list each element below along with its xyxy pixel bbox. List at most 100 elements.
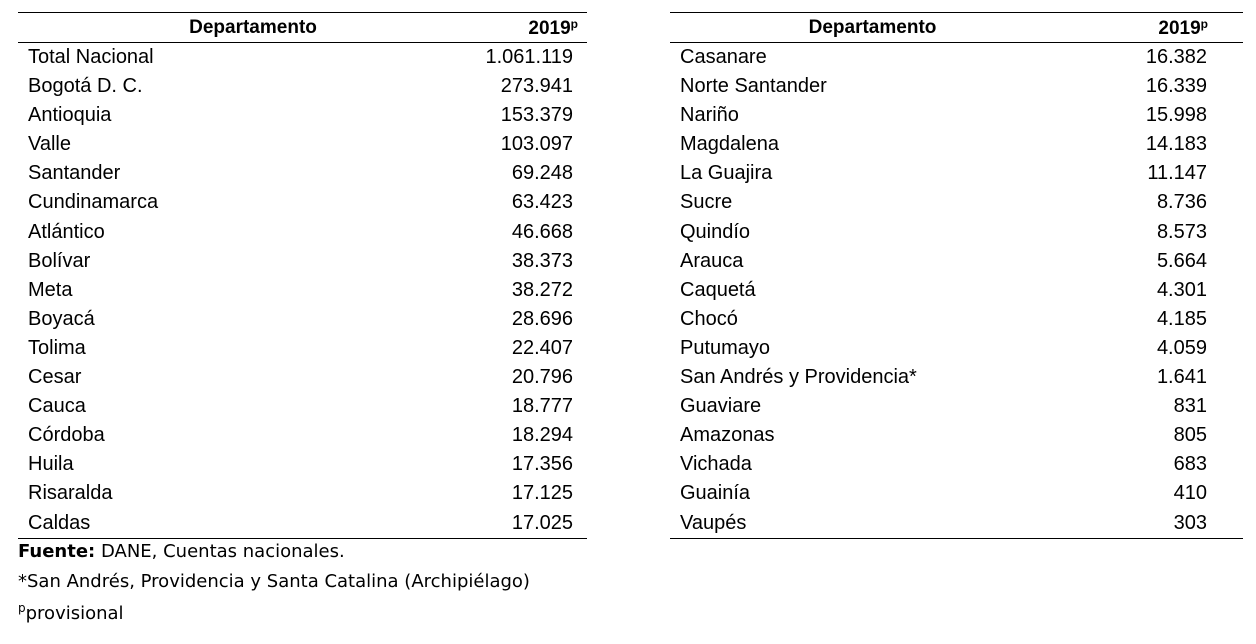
table-body: Total Nacional 1.061.119 Bogotá D. C. 273.9… [18,43,587,538]
department-name: Bogotá D. C. [28,75,143,98]
department-value: 17.025 [511,511,573,534]
department-value: 63.423 [511,191,573,214]
department-value: 38.373 [511,249,573,272]
department-value: 22.407 [511,336,573,359]
table-row: Total Nacional 1.061.119 [18,43,587,72]
department-value: 18.294 [511,424,573,447]
department-name: Risaralda [28,482,113,505]
department-value: 46.668 [511,220,573,243]
table-row: Vaupés 303 [670,509,1243,538]
table-row: Valle 103.097 [18,130,587,159]
table-row: Vichada 683 [670,450,1243,479]
department-value: 69.248 [511,162,573,185]
department-value: 38.272 [511,278,573,301]
table-row: Guaviare 831 [670,392,1243,421]
provisional-note: pprovisional [18,601,124,624]
department-value: 4.185 [1156,307,1207,330]
department-value: 16.339 [1145,75,1207,98]
table-row: Cauca 18.777 [18,392,587,421]
department-name: San Andrés y Providencia* [680,366,917,389]
table-row: Norte Santander 16.339 [670,72,1243,101]
department-name: Vichada [680,453,752,476]
department-name: Atlántico [28,220,105,243]
department-value: 153.379 [500,104,573,127]
department-name: Valle [28,133,71,156]
department-value: 1.641 [1156,366,1207,389]
table-row: Putumayo 4.059 [670,334,1243,363]
table-row: Sucre 8.736 [670,188,1243,217]
department-name: Quindío [680,220,751,243]
header-year-text: 2019 [1158,18,1201,39]
department-name: Boyacá [28,307,95,330]
department-name: Vaupés [680,511,747,534]
department-value: 5.664 [1156,249,1207,272]
table-row: Caquetá 4.301 [670,276,1243,305]
table-row: Atlántico 46.668 [18,218,587,247]
table-row: Huila 17.356 [18,450,587,479]
table-row: Cesar 20.796 [18,363,587,392]
department-value: 11.147 [1147,162,1207,185]
table-right: Departamento 2019p Casanare 16.382 Norte S… [670,12,1243,539]
table-row: Arauca 5.664 [670,247,1243,276]
table-header: Departamento 2019p [18,13,587,43]
source-label: Fuente: [18,541,96,562]
department-name: Arauca [680,249,744,272]
department-name: Total Nacional [28,46,154,68]
department-name: Cauca [28,395,86,418]
department-name: Meta [28,278,73,301]
department-name: Huila [28,453,74,476]
source-note: Fuente: DANE, Cuentas nacionales. [18,541,345,562]
department-name: Chocó [680,307,738,330]
provisional-text: provisional [25,603,124,624]
department-value: 15.998 [1145,104,1207,127]
table-row: Casanare 16.382 [670,43,1243,72]
header-year: 2019p [1158,17,1208,40]
department-value: 1.061.119 [485,46,574,68]
department-name: Guainía [680,482,751,505]
table-left: Departamento 2019p Total Nacional 1.061.1… [18,12,587,539]
department-value: 303 [1173,511,1207,534]
header-year: 2019p [528,17,578,40]
table-row: Meta 38.272 [18,276,587,305]
department-value: 16.382 [1145,46,1207,68]
department-name: Nariño [680,104,739,127]
table-row: Bolívar 38.373 [18,247,587,276]
department-name: Caquetá [680,278,756,301]
asterisk-note: *San Andrés, Providencia y Santa Catalin… [18,571,530,592]
provisional-sup: p [18,601,26,615]
department-value: 8.573 [1156,220,1207,243]
table-row: Amazonas 805 [670,421,1243,450]
department-name: Sucre [680,191,733,214]
table-row: Cundinamarca 63.423 [18,188,587,217]
department-name: Antioquia [28,104,112,127]
header-departamento: Departamento [189,17,317,38]
department-name: Casanare [680,46,767,68]
table-row: Magdalena 14.183 [670,130,1243,159]
table-row: Tolima 22.407 [18,334,587,363]
department-value: 4.301 [1156,278,1207,301]
department-value: 410 [1173,482,1207,505]
department-name: Córdoba [28,424,105,447]
department-value: 28.696 [511,307,573,330]
table-row: Chocó 4.185 [670,305,1243,334]
department-value: 273.941 [500,75,573,98]
header-year-sup: p [1200,17,1208,31]
department-name: Magdalena [680,133,779,156]
table-row: Guainía 410 [670,479,1243,508]
department-name: Putumayo [680,336,771,359]
department-name: Bolívar [28,249,91,272]
table-row: Nariño 15.998 [670,101,1243,130]
department-name: La Guajira [680,162,773,185]
header-departamento: Departamento [808,17,937,38]
department-name: Santander [28,162,121,185]
table-row: La Guajira 11.147 [670,159,1243,188]
department-value: 17.125 [511,482,573,505]
header-year-sup: p [570,17,578,31]
source-text: DANE, Cuentas nacionales. [95,541,345,562]
department-name: Caldas [28,511,91,534]
department-name: Guaviare [680,395,762,418]
department-value: 17.356 [511,453,573,476]
table-row: Caldas 17.025 [18,509,587,538]
department-name: Cesar [28,366,82,389]
department-value: 683 [1173,453,1207,476]
